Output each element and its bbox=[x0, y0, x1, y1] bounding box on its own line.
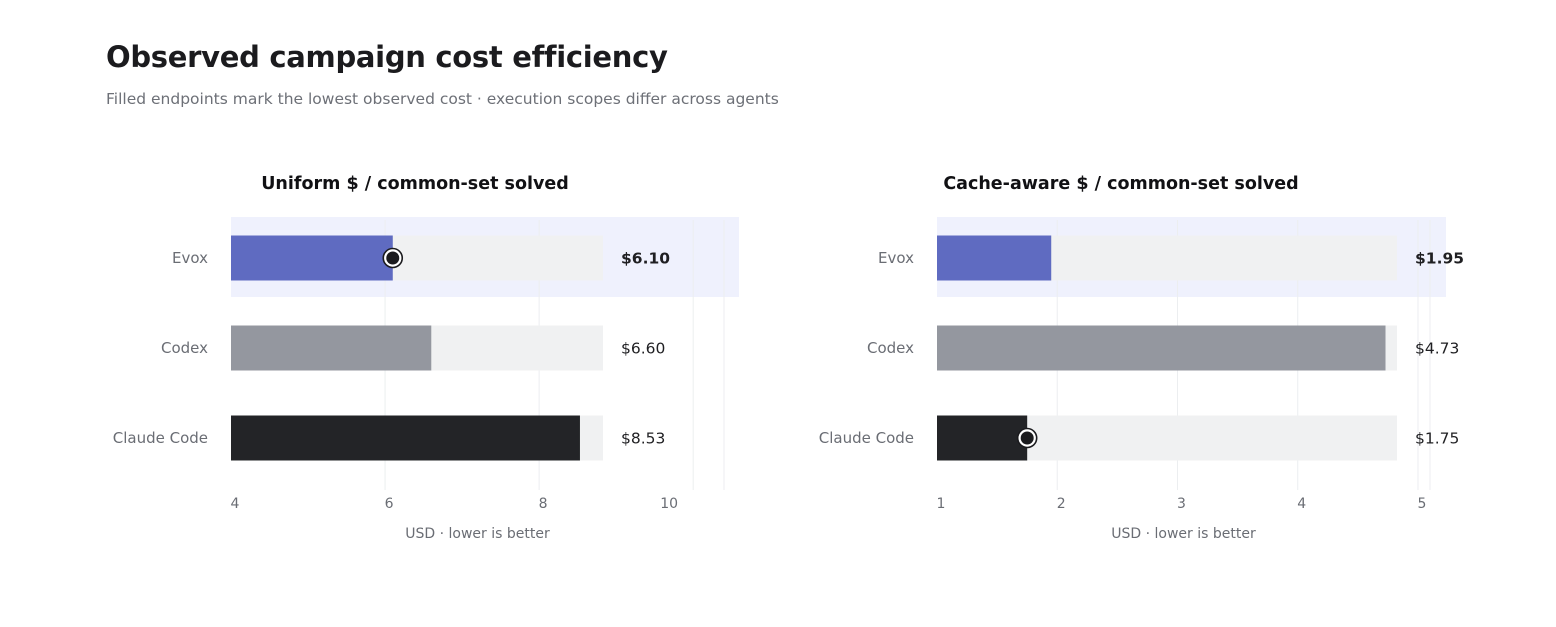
value-label-codex: $6.60 bbox=[621, 340, 665, 358]
tick-label: 6 bbox=[385, 496, 394, 512]
bar-codex bbox=[231, 325, 432, 371]
category-label-codex: Codex bbox=[867, 339, 914, 357]
lowest-cost-marker-dot bbox=[1020, 431, 1034, 445]
value-label-evox: $1.95 bbox=[1415, 250, 1464, 268]
category-label-claude-code: Claude Code bbox=[113, 429, 208, 447]
uniform-cost-chart: Uniform $ / common-set solved Evox $6.10 Co… bbox=[113, 174, 739, 542]
value-label-evox: $6.10 bbox=[621, 250, 670, 268]
category-label-evox: Evox bbox=[172, 249, 208, 267]
bar-evox bbox=[937, 235, 1052, 281]
bar-claude-code bbox=[231, 415, 580, 461]
tick-label: 10 bbox=[660, 496, 678, 512]
tick-label: 4 bbox=[231, 496, 240, 512]
chart-title: Cache-aware $ / common-set solved bbox=[943, 174, 1298, 194]
lowest-cost-marker-dot bbox=[386, 251, 400, 265]
tick-label: 4 bbox=[1297, 496, 1306, 512]
bar-evox bbox=[231, 235, 393, 281]
x-axis-label: USD · lower is better bbox=[405, 526, 550, 542]
value-label-claude-code: $8.53 bbox=[621, 430, 665, 448]
tick-label: 8 bbox=[539, 496, 548, 512]
tick-label: 1 bbox=[937, 496, 946, 512]
page-title: Observed campaign cost efficiency bbox=[106, 40, 668, 74]
tick-label: 2 bbox=[1057, 496, 1066, 512]
category-label-codex: Codex bbox=[161, 339, 208, 357]
chart-title: Uniform $ / common-set solved bbox=[261, 174, 569, 194]
bar-codex bbox=[937, 325, 1386, 371]
tick-label: 3 bbox=[1177, 496, 1186, 512]
value-label-codex: $4.73 bbox=[1415, 340, 1459, 358]
category-label-evox: Evox bbox=[878, 249, 914, 267]
x-axis-label: USD · lower is better bbox=[1111, 526, 1256, 542]
bar-claude-code bbox=[937, 415, 1028, 461]
value-label-claude-code: $1.75 bbox=[1415, 430, 1459, 448]
cache-aware-cost-chart: Cache-aware $ / common-set solved Evox $1.… bbox=[819, 174, 1464, 542]
category-label-claude-code: Claude Code bbox=[819, 429, 914, 447]
page-subtitle: Filled endpoints mark the lowest observe… bbox=[106, 90, 779, 108]
tick-label: 5 bbox=[1418, 496, 1427, 512]
